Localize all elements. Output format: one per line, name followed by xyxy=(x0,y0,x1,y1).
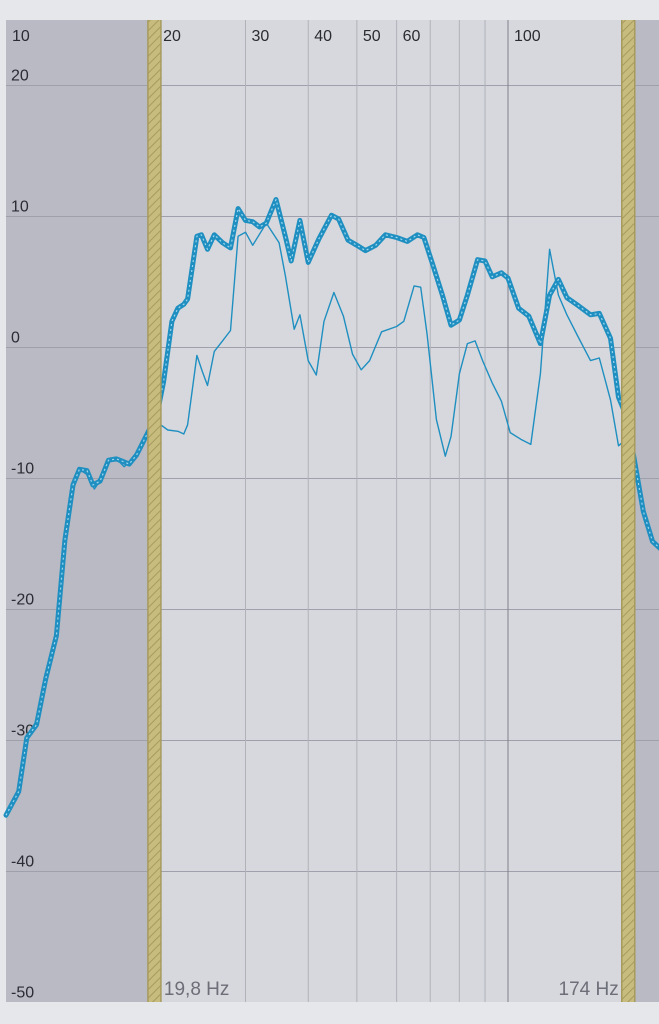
x-tick-label: 40 xyxy=(314,28,332,45)
x-tick-label: 100 xyxy=(514,28,541,45)
chart-bottom-frame xyxy=(0,1002,659,1024)
chart-top-frame xyxy=(0,0,659,20)
range-label-low: 19,8 Hz xyxy=(164,979,229,1000)
y-tick-label: 10 xyxy=(11,199,29,216)
x-tick-label: 30 xyxy=(252,28,270,45)
y-tick-label: 0 xyxy=(11,330,20,347)
range-label-high: 174 Hz xyxy=(559,979,619,1000)
series-line-thick-highlight xyxy=(5,198,659,816)
x-tick-label: 50 xyxy=(363,28,381,45)
x-tick-label: 20 xyxy=(163,28,181,45)
y-tick-label: -50 xyxy=(11,985,34,1002)
chart-left-frame xyxy=(0,0,6,1024)
y-tick-label: -20 xyxy=(11,592,34,609)
shaded-region-low xyxy=(6,20,155,1002)
range-marker-low[interactable] xyxy=(147,20,161,1002)
x-tick-label: 60 xyxy=(403,28,421,45)
x-tick-label: 10 xyxy=(12,28,30,45)
range-marker-high[interactable] xyxy=(621,20,635,1002)
y-tick-label: 20 xyxy=(11,68,29,85)
y-tick-label: -40 xyxy=(11,854,34,871)
y-tick-label: -10 xyxy=(11,461,34,478)
